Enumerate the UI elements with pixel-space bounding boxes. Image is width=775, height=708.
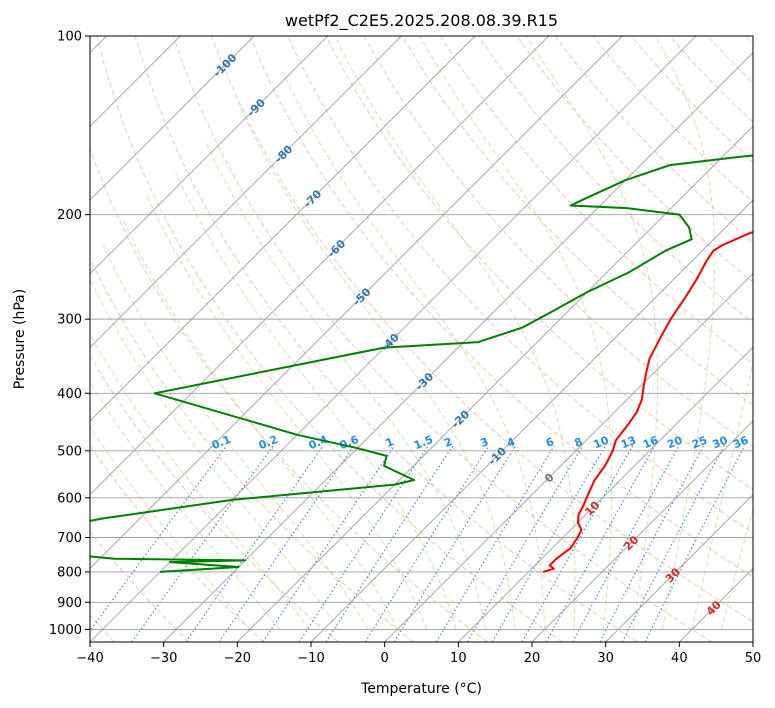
mixing-ratio-line	[644, 445, 746, 642]
moist-adiabat	[238, 103, 516, 630]
x-axis: −40 −30 −20 −10 0 10 20 30 40 50	[76, 642, 761, 666]
moist-adiabat	[90, 381, 280, 630]
y-tick-label: 400	[57, 387, 82, 402]
temperature-profile	[542, 231, 753, 573]
y-tick-label: 500	[57, 444, 82, 459]
mixing-ratio-line	[435, 445, 555, 642]
plot-frame	[89, 35, 754, 643]
isotherm	[90, 36, 476, 422]
background-lines	[90, 36, 753, 642]
dry-adiabat	[90, 444, 264, 642]
mixing-ratio-label: 16	[641, 434, 660, 452]
dry-adiabat	[439, 36, 753, 365]
mixing-ratio-line	[90, 445, 228, 632]
x-tick-label: 30	[597, 651, 614, 666]
plot-background	[90, 36, 753, 642]
moist-adiabat	[525, 36, 659, 630]
dry-adiabat	[96, 36, 563, 642]
moist-adiabat	[654, 36, 716, 630]
isotherm	[605, 494, 753, 642]
dry-adiabat	[172, 36, 712, 642]
moist-adiabat	[90, 425, 251, 630]
mixing-ratio-label: 8	[572, 435, 584, 450]
y-tick-label: 800	[57, 565, 82, 580]
isotherm	[90, 36, 402, 348]
dry-adiabat	[249, 36, 753, 578]
mixing-ratio-label: 3	[478, 435, 490, 450]
mixing-ratio-label: 13	[619, 434, 638, 452]
y-tick-label: 100	[57, 30, 82, 45]
y-tick-label: 200	[57, 208, 82, 223]
isotherm	[90, 36, 328, 275]
mixing-ratio-label: 2	[442, 435, 454, 450]
mixing-ratio-line	[262, 445, 396, 642]
dewpoint-profile	[90, 154, 753, 573]
isotherm	[310, 199, 753, 642]
isotherm	[237, 125, 753, 642]
moist-adiabat	[419, 36, 613, 630]
mixing-ratio-label: 1	[384, 435, 396, 450]
moist-adiabat	[102, 244, 369, 630]
mixing-ratio-label: 30	[711, 434, 730, 452]
y-axis-label: Pressure (hPa)	[12, 289, 28, 389]
mixing-ratio-line	[325, 445, 454, 642]
dry-adiabat	[401, 36, 753, 406]
dry-adiabat	[90, 147, 488, 642]
mixing-ratio-line	[621, 445, 725, 642]
mixing-ratio-label: 10	[592, 434, 611, 452]
y-axis: 100 200 300 400 500 600 700 800 900 1000	[49, 30, 90, 638]
isotherm	[90, 36, 623, 569]
x-tick-label: 10	[450, 651, 467, 666]
dry-adiabat	[516, 36, 753, 283]
isotherm	[90, 36, 549, 496]
mixing-ratio-line	[545, 445, 656, 642]
isotherm	[163, 52, 753, 642]
x-tick-label: 0	[381, 651, 389, 666]
x-tick-label: −30	[150, 651, 177, 666]
mixing-ratio-line	[218, 445, 355, 642]
moist-adiabat	[691, 360, 753, 630]
x-tick-label: 20	[524, 651, 541, 666]
mixing-ratio-label: 25	[690, 434, 709, 452]
x-tick-label: −10	[297, 651, 324, 666]
moist-adiabat	[123, 220, 398, 630]
y-tick-label: 600	[57, 491, 82, 506]
isotherm	[384, 273, 753, 642]
mixing-ratio-label: 20	[665, 434, 684, 452]
isotherm	[458, 346, 753, 642]
mixing-ratio-label: 36	[731, 434, 750, 452]
dry-adiabat	[211, 36, 753, 623]
isotherm	[90, 36, 255, 201]
moist-adiabat	[334, 36, 576, 630]
x-axis-label: Temperature (°C)	[360, 681, 482, 697]
x-tick-label: −40	[76, 651, 103, 666]
moist-adiabat	[90, 278, 339, 630]
dry-adiabat	[90, 354, 339, 642]
y-tick-label: 1000	[49, 623, 82, 638]
isotherm	[90, 36, 697, 642]
moist-adiabat	[720, 507, 753, 630]
moist-adiabat	[175, 172, 457, 630]
dry-adiabat	[325, 36, 753, 491]
y-tick-label: 300	[57, 313, 82, 328]
dry-adiabat	[90, 530, 190, 642]
moist-adiabat	[204, 140, 487, 630]
mixing-ratio-line	[364, 445, 490, 642]
moist-adiabat	[146, 194, 428, 630]
mixing-ratio-line	[298, 445, 429, 642]
moist-adiabat	[282, 71, 546, 630]
chart-title: wetPf2_C2E5.2025.208.08.39.R15	[285, 11, 558, 31]
dry-adiabat	[134, 36, 638, 642]
y-tick-label: 900	[57, 596, 82, 611]
profile-lines	[90, 154, 753, 573]
mixing-ratio-line	[131, 445, 274, 642]
x-tick-label: 50	[745, 651, 762, 666]
mixing-ratio-line	[467, 445, 584, 642]
isotherm	[531, 420, 753, 642]
x-tick-label: 40	[671, 651, 688, 666]
mixing-ratio-line	[185, 445, 324, 642]
y-tick-label: 700	[57, 531, 82, 546]
x-tick-label: −20	[224, 651, 251, 666]
